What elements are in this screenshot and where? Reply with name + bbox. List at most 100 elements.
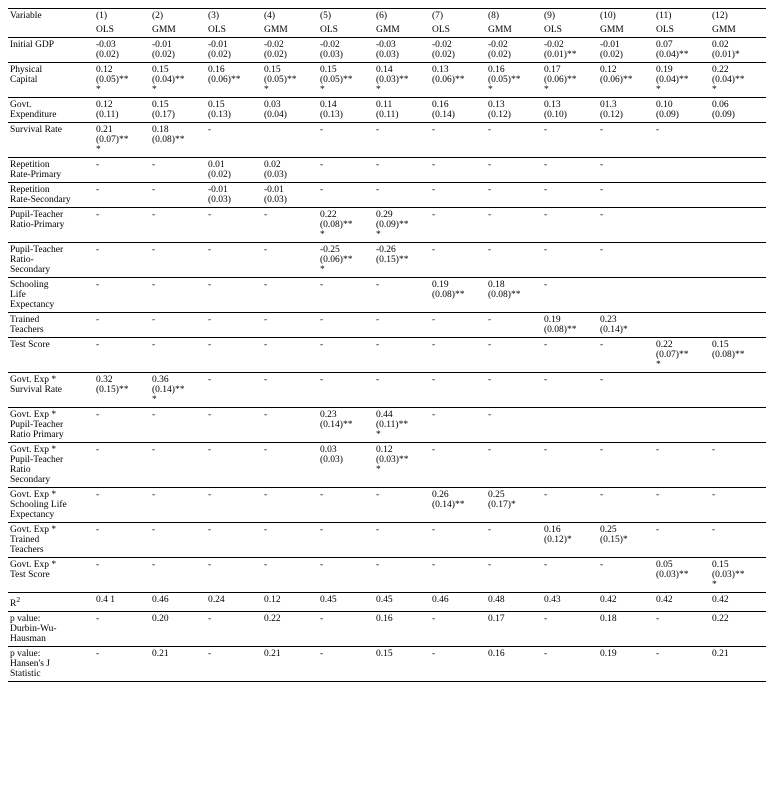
cell: 0.13(0.06)** xyxy=(430,63,486,98)
cell: - xyxy=(430,373,486,408)
cell: 0.19(0.08)** xyxy=(430,278,486,313)
cell: 0.21 xyxy=(150,647,206,682)
cell: 0.11(0.11) xyxy=(374,98,430,123)
cell: - xyxy=(374,183,430,208)
cell: - xyxy=(94,158,150,183)
cell: - xyxy=(94,523,150,558)
row-label: Pupil-TeacherRatio-Primary xyxy=(8,208,94,243)
table-row: R20.4 10.460.240.120.450.450.460.480.430… xyxy=(8,593,766,612)
cell xyxy=(710,278,766,313)
cell xyxy=(710,123,766,158)
col-num: (12) xyxy=(710,9,766,24)
method: OLS xyxy=(542,23,598,38)
cell: - xyxy=(94,208,150,243)
cell: - xyxy=(262,338,318,373)
cell: 0.22 xyxy=(262,612,318,647)
cell: -0.02(0.02) xyxy=(430,38,486,63)
row-label: Govt. Exp *Schooling LifeExpectancy xyxy=(8,488,94,523)
cell: -0.02(0.03) xyxy=(318,38,374,63)
cell: 0.15(0.05)*** xyxy=(318,63,374,98)
cell xyxy=(654,208,710,243)
row-label: Govt. Exp *Test Score xyxy=(8,558,94,593)
row-label: Pupil-TeacherRatio-Secondary xyxy=(8,243,94,278)
cell: - xyxy=(542,243,598,278)
cell: - xyxy=(486,208,542,243)
cell: - xyxy=(486,443,542,488)
table-row: Govt.Expenditure0.12(0.11)0.15(0.17)0.15… xyxy=(8,98,766,123)
table-row: Test Score----------0.22(0.07)***0.15(0.… xyxy=(8,338,766,373)
table-row: Govt. Exp *Pupil-TeacherRatio Primary---… xyxy=(8,408,766,443)
cell: - xyxy=(654,488,710,523)
cell: - xyxy=(206,612,262,647)
cell: - xyxy=(262,373,318,408)
cell: - xyxy=(206,373,262,408)
regression-table: Variable (1) (2) (3) (4) (5) (6) (7) (8)… xyxy=(8,8,766,682)
header-row-methods: OLS GMM OLS GMM OLS GMM OLS GMM OLS GMM … xyxy=(8,23,766,38)
cell: - xyxy=(542,612,598,647)
cell: 0.22 xyxy=(710,612,766,647)
cell: - xyxy=(94,243,150,278)
cell: - xyxy=(318,158,374,183)
cell: - xyxy=(374,278,430,313)
cell: 0.02(0.03) xyxy=(262,158,318,183)
cell: 0.19(0.08)** xyxy=(542,313,598,338)
cell: - xyxy=(318,373,374,408)
table-row: SchoolingLifeExpectancy------0.19(0.08)*… xyxy=(8,278,766,313)
cell: - xyxy=(430,158,486,183)
cell xyxy=(710,313,766,338)
cell: - xyxy=(262,443,318,488)
cell: - xyxy=(262,243,318,278)
cell: - xyxy=(374,373,430,408)
cell: - xyxy=(374,123,430,158)
table-row: p value:Hansen's JStatistic-0.21-0.21-0.… xyxy=(8,647,766,682)
method: OLS xyxy=(430,23,486,38)
cell: - xyxy=(542,183,598,208)
cell xyxy=(654,183,710,208)
cell: 0.02(0.01)* xyxy=(710,38,766,63)
col-num: (3) xyxy=(206,9,262,24)
cell: - xyxy=(598,338,654,373)
col-num: (4) xyxy=(262,9,318,24)
cell: - xyxy=(486,408,542,443)
cell: 0.07(0.04)** xyxy=(654,38,710,63)
cell: 0.12(0.11) xyxy=(94,98,150,123)
cell: - xyxy=(486,558,542,593)
cell: - xyxy=(430,208,486,243)
cell: - xyxy=(94,278,150,313)
cell: 0.03(0.04) xyxy=(262,98,318,123)
cell: -0.01(0.03) xyxy=(206,183,262,208)
cell: - xyxy=(654,123,710,158)
cell: - xyxy=(206,558,262,593)
cell: 0.46 xyxy=(150,593,206,612)
cell: - xyxy=(206,243,262,278)
cell: 0.19 xyxy=(598,647,654,682)
cell: - xyxy=(598,373,654,408)
cell: 0.16 xyxy=(486,647,542,682)
col-num: (9) xyxy=(542,9,598,24)
cell: - xyxy=(262,558,318,593)
cell: 0.13(0.10) xyxy=(542,98,598,123)
col-num: (6) xyxy=(374,9,430,24)
cell xyxy=(654,243,710,278)
cell: - xyxy=(654,647,710,682)
cell: - xyxy=(430,523,486,558)
row-label: TrainedTeachers xyxy=(8,313,94,338)
cell: 0.18 xyxy=(598,612,654,647)
cell: -0.25(0.06)*** xyxy=(318,243,374,278)
cell: -0.03(0.02) xyxy=(94,38,150,63)
cell: - xyxy=(486,243,542,278)
cell xyxy=(710,158,766,183)
row-label: SchoolingLifeExpectancy xyxy=(8,278,94,313)
cell: - xyxy=(374,158,430,183)
cell: - xyxy=(318,123,374,158)
cell: 0.06(0.09) xyxy=(710,98,766,123)
table-row: Pupil-TeacherRatio-Primary----0.22(0.08)… xyxy=(8,208,766,243)
col-num: (2) xyxy=(150,9,206,24)
row-label: Govt. Exp *Pupil-TeacherRatio Primary xyxy=(8,408,94,443)
cell: - xyxy=(542,488,598,523)
cell: - xyxy=(598,158,654,183)
cell: - xyxy=(654,443,710,488)
cell: 0.48 xyxy=(486,593,542,612)
cell: 0.25(0.17)* xyxy=(486,488,542,523)
row-label: Test Score xyxy=(8,338,94,373)
